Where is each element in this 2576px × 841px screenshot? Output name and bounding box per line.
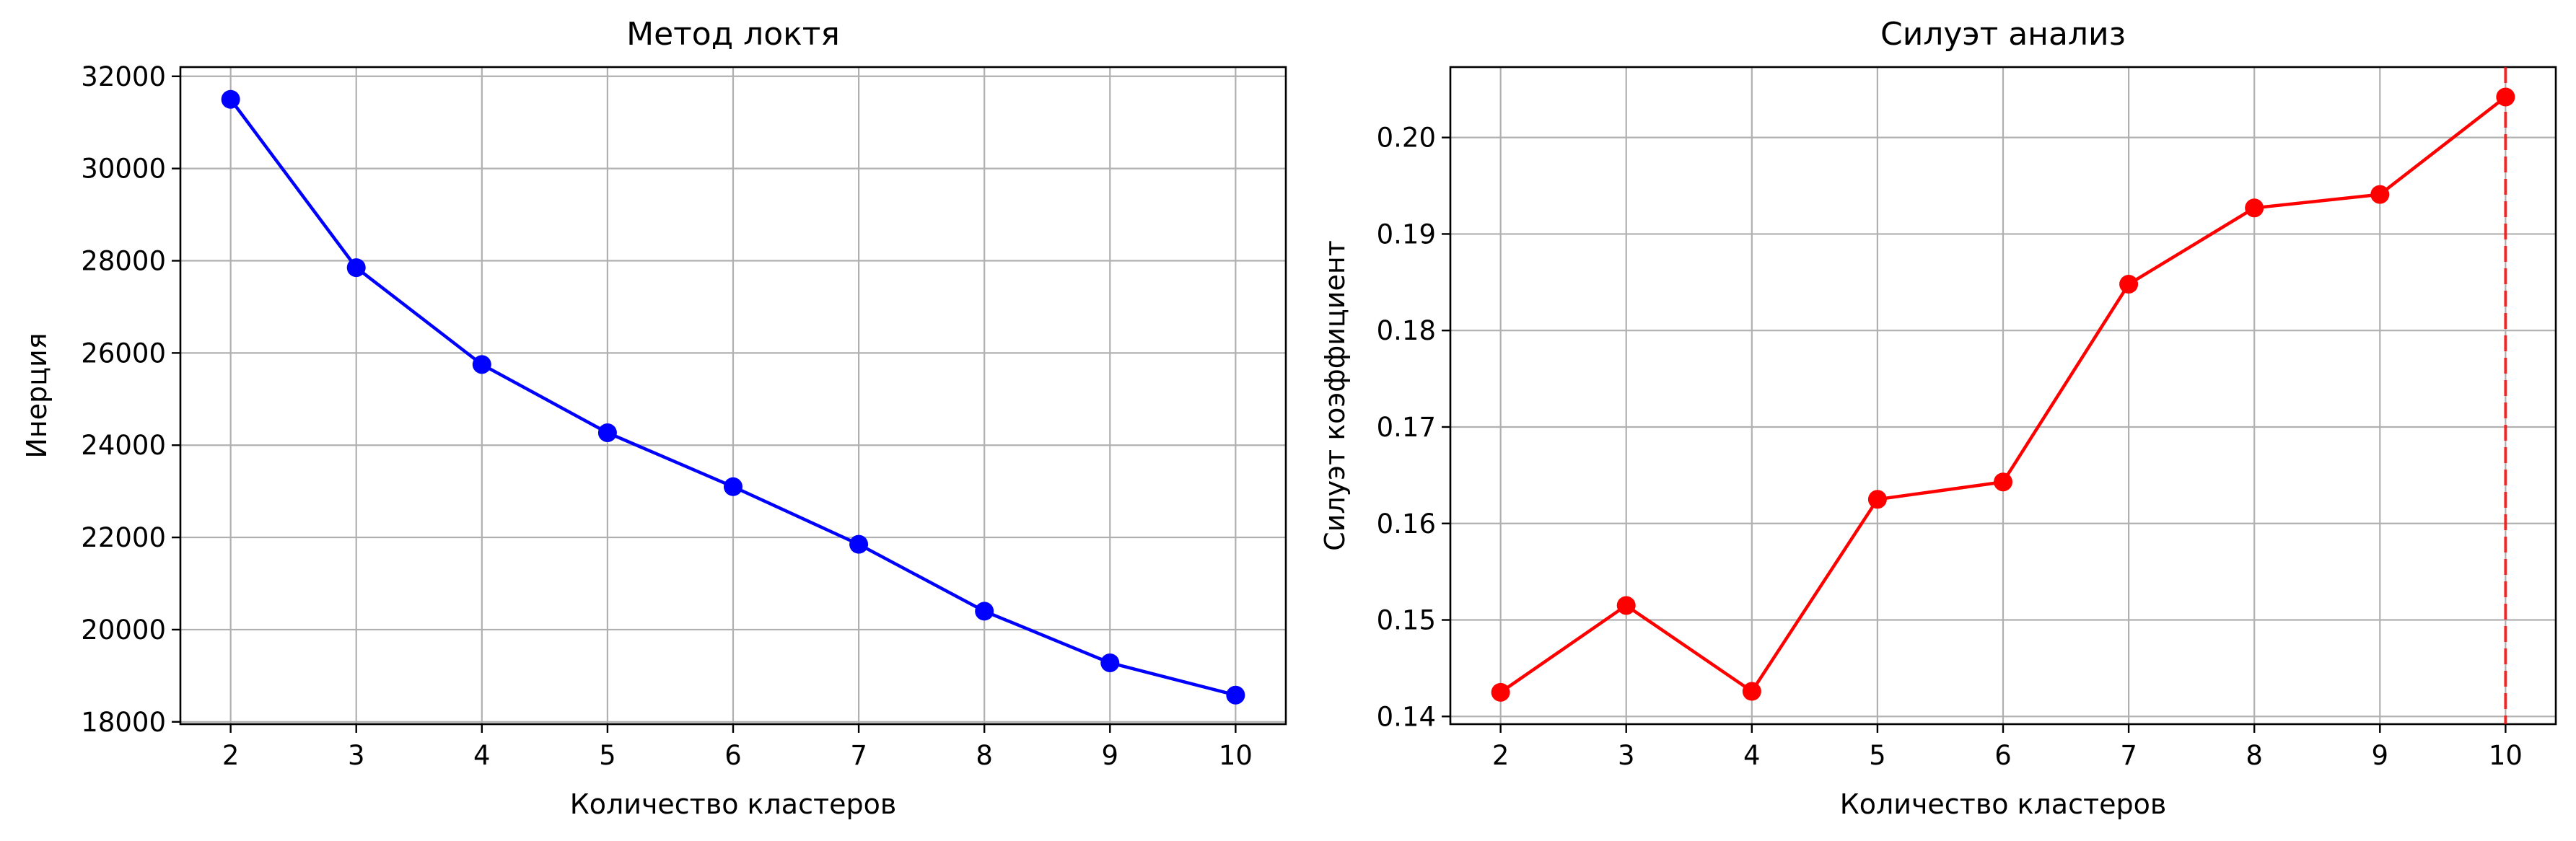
y-tick-label: 24000 xyxy=(81,430,166,461)
data-point xyxy=(2119,274,2139,294)
y-tick-label: 30000 xyxy=(81,154,166,185)
data-point xyxy=(597,423,617,442)
y-tick-label: 26000 xyxy=(81,338,166,369)
x-tick-label: 7 xyxy=(2120,740,2137,771)
x-tick-label: 5 xyxy=(599,740,616,771)
data-point xyxy=(849,534,869,554)
x-tick-label: 7 xyxy=(850,740,867,771)
data-point xyxy=(221,89,240,109)
x-tick-label: 10 xyxy=(2489,740,2523,771)
y-tick-label: 28000 xyxy=(81,246,166,277)
y-tick-label: 32000 xyxy=(81,61,166,92)
data-point xyxy=(472,355,491,374)
data-point xyxy=(1994,472,2012,492)
y-tick-label: 18000 xyxy=(81,707,166,738)
x-tick-label: 2 xyxy=(222,740,240,771)
data-point xyxy=(1226,685,1245,705)
y-tick-label: 0.18 xyxy=(1377,315,1436,346)
x-axis-label: Количество кластеров xyxy=(1840,788,2167,820)
x-tick-label: 6 xyxy=(1994,740,2012,771)
y-tick-label: 0.17 xyxy=(1377,412,1436,443)
chart-title: Метод локтя xyxy=(626,16,840,53)
data-point xyxy=(2370,185,2390,204)
chart-title: Силуэт анализ xyxy=(1880,16,2126,53)
x-tick-label: 8 xyxy=(976,740,993,771)
y-tick-label: 0.20 xyxy=(1377,123,1436,154)
x-tick-label: 2 xyxy=(1492,740,1510,771)
data-point xyxy=(1491,682,1510,702)
y-axis-label: Силуэт коэффициент xyxy=(1319,240,1351,551)
x-tick-label: 10 xyxy=(1219,740,1253,771)
y-axis-label: Инерция xyxy=(21,333,53,458)
data-point xyxy=(1867,490,1887,509)
y-tick-label: 0.16 xyxy=(1377,508,1436,540)
data-point xyxy=(975,602,994,621)
data-point xyxy=(346,258,366,278)
x-axis-label: Количество кластеров xyxy=(570,788,897,820)
data-point xyxy=(1100,653,1120,672)
x-tick-label: 9 xyxy=(1101,740,1118,771)
x-tick-label: 9 xyxy=(2371,740,2388,771)
x-tick-label: 4 xyxy=(1743,740,1761,771)
y-tick-label: 0.14 xyxy=(1377,701,1436,732)
x-tick-label: 4 xyxy=(473,740,491,771)
data-point xyxy=(2496,87,2515,107)
x-tick-label: 5 xyxy=(1869,740,1886,771)
y-tick-label: 20000 xyxy=(81,615,166,646)
silhouette-chart-panel: 2 3 4 5 6 7 8 9 10 0.14 0.15 0.16 0.17 0.18 0.19 0.20 Си… xyxy=(1319,16,2557,820)
elbow-chart-panel: 2 3 4 5 6 7 8 9 10 18000 20000 22000 24000 26000 28000… xyxy=(21,16,1287,820)
data-point xyxy=(1616,596,1636,615)
x-tick-label: 3 xyxy=(348,740,365,771)
x-tick-label: 3 xyxy=(1618,740,1635,771)
x-tick-label: 6 xyxy=(724,740,742,771)
y-tick-label: 22000 xyxy=(81,522,166,553)
y-tick-label: 0.15 xyxy=(1377,605,1436,636)
data-point xyxy=(1742,682,1761,701)
data-point xyxy=(724,477,742,496)
y-tick-label: 0.19 xyxy=(1377,219,1436,250)
x-tick-label: 8 xyxy=(2246,740,2263,771)
data-point xyxy=(2245,198,2264,218)
